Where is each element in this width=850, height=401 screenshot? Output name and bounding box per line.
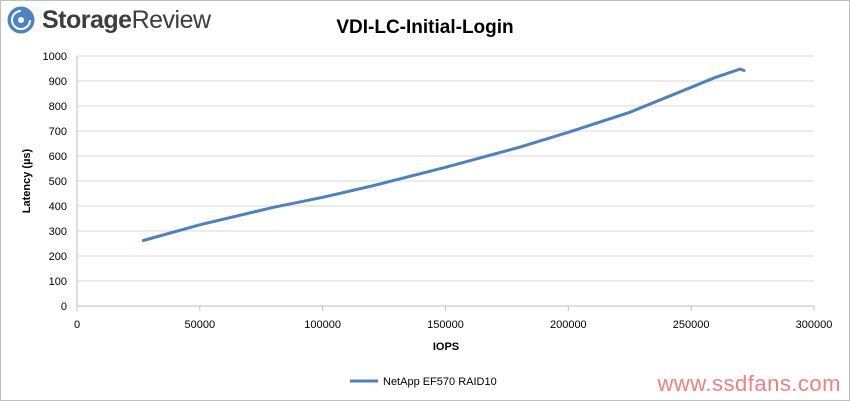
- x-tick-label: 150000: [427, 319, 464, 331]
- x-axis-label: IOPS: [433, 341, 459, 353]
- legend-entry: NetApp EF570 RAID10: [383, 376, 497, 388]
- brand-logo: StorageReview: [6, 5, 211, 35]
- y-tick-label: 400: [49, 201, 67, 213]
- x-axis-ticks: 0 50000 100000 150000 200000 250000 300000: [74, 306, 832, 331]
- y-tick-label: 500: [49, 176, 67, 188]
- brand-name-bold: Storage: [42, 5, 132, 34]
- brand-name: StorageReview: [42, 6, 211, 35]
- x-tick-label: 250000: [673, 319, 710, 331]
- chart-title: VDI-LC-Initial-Login: [336, 17, 513, 38]
- y-tick-label: 0: [61, 301, 67, 313]
- chart-gridlines: [77, 55, 814, 282]
- series-line: [141, 67, 746, 242]
- y-tick-label: 1000: [43, 51, 67, 63]
- y-tick-label: 900: [49, 76, 67, 88]
- storagereview-logo-icon: [7, 6, 35, 34]
- x-tick-label: 0: [74, 319, 80, 331]
- x-tick-label: 300000: [796, 319, 833, 331]
- brand-name-rest: Review: [131, 5, 211, 34]
- x-tick-label: 100000: [304, 319, 341, 331]
- y-axis-ticks: 0 100 200 300 400 500 600 700 800 900 1000: [43, 51, 67, 313]
- watermark: www.ssdfans.com: [657, 371, 841, 396]
- y-tick-label: 800: [49, 101, 67, 113]
- y-axis-label: Latency (µs): [21, 148, 33, 213]
- y-tick-label: 100: [49, 276, 67, 288]
- x-tick-label: 50000: [185, 319, 216, 331]
- chart-legend: NetApp EF570 RAID10: [350, 376, 497, 388]
- x-tick-label: 200000: [550, 319, 587, 331]
- y-tick-label: 300: [49, 226, 67, 238]
- y-tick-label: 700: [49, 126, 67, 138]
- chart-series: [141, 67, 746, 242]
- y-tick-label: 600: [49, 151, 67, 163]
- y-tick-label: 200: [49, 251, 67, 263]
